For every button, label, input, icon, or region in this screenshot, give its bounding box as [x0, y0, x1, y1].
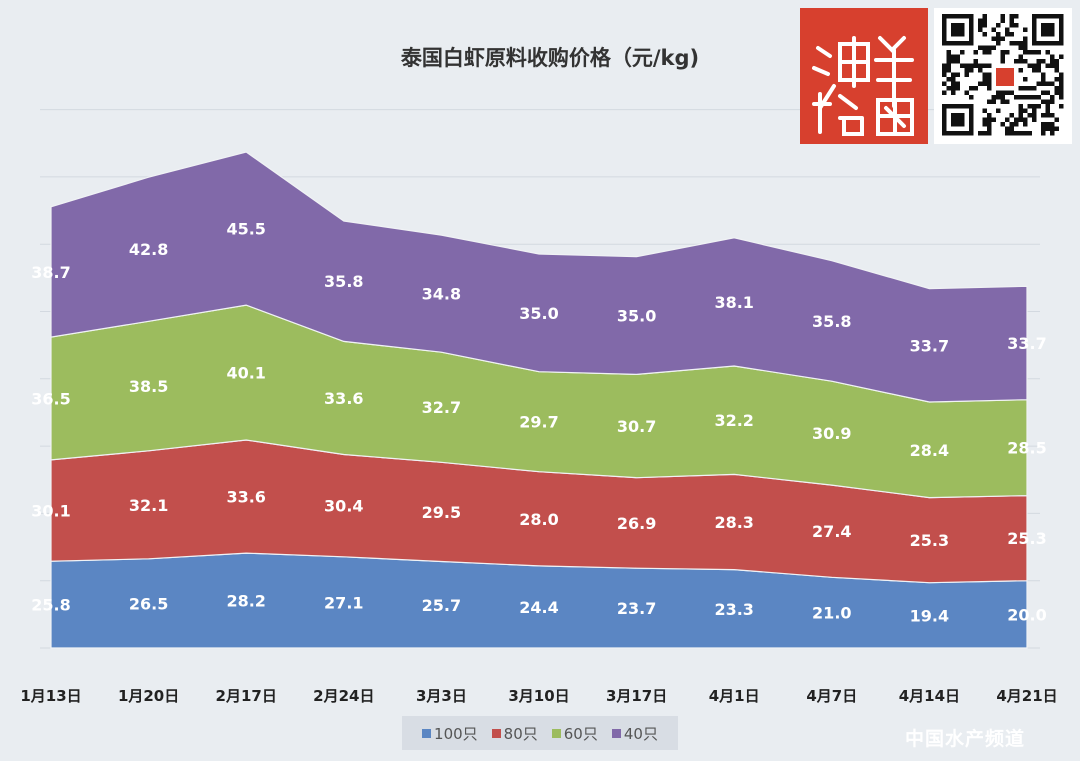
data-label: 30.9 — [812, 424, 851, 443]
data-label: 19.4 — [910, 606, 949, 625]
x-tick-label: 1月13日 — [20, 687, 81, 705]
legend-item-100: 100只 — [422, 723, 478, 744]
data-label: 30.7 — [617, 417, 656, 436]
data-label: 32.2 — [714, 411, 753, 430]
legend-item-80: 80只 — [491, 723, 538, 744]
data-label: 28.5 — [1007, 439, 1046, 458]
legend-label-80: 80只 — [503, 724, 538, 743]
data-label: 28.0 — [519, 510, 558, 529]
data-label: 30.4 — [324, 497, 363, 516]
logo-text: 海鲜指南 — [862, 138, 866, 141]
data-label: 29.7 — [519, 413, 558, 432]
data-label: 23.3 — [714, 600, 753, 619]
data-label: 33.6 — [226, 488, 265, 507]
data-label: 32.1 — [129, 496, 168, 515]
data-label: 21.0 — [812, 604, 851, 623]
chart-legend: 100只 80只 60只 40只 — [402, 716, 678, 750]
data-label: 36.5 — [31, 389, 70, 408]
data-label: 27.4 — [812, 522, 851, 541]
x-tick-label: 3月3日 — [416, 687, 467, 705]
data-label: 42.8 — [129, 240, 168, 259]
data-label: 38.5 — [129, 377, 168, 396]
x-tick-label: 3月10日 — [508, 687, 569, 705]
x-tick-label: 1月20日 — [118, 687, 179, 705]
data-label: 25.7 — [422, 596, 461, 615]
data-label: 26.5 — [129, 594, 168, 613]
data-label: 23.7 — [617, 599, 656, 618]
data-label: 40.1 — [226, 364, 265, 383]
data-label: 28.4 — [910, 441, 949, 460]
data-label: 28.2 — [226, 592, 265, 611]
data-label: 45.5 — [226, 220, 265, 239]
data-label: 25.3 — [1007, 529, 1046, 548]
x-tick-label: 4月21日 — [996, 687, 1057, 705]
legend-item-40: 40只 — [611, 723, 658, 744]
chart-title: 泰国白虾原料收购价格（元/kg) — [400, 46, 700, 70]
data-label: 35.8 — [812, 312, 851, 331]
logo-graphic: 海鲜指南 — [812, 36, 914, 141]
data-label: 20.0 — [1007, 605, 1046, 624]
legend-label-40: 40只 — [623, 724, 658, 743]
x-tick-label: 4月14日 — [899, 687, 960, 705]
x-tick-label: 3月17日 — [606, 687, 667, 705]
x-tick-label: 2月24日 — [313, 687, 374, 705]
qr-code-graphic — [942, 14, 1064, 136]
data-label: 35.8 — [324, 272, 363, 291]
x-tick-label: 4月1日 — [709, 687, 760, 705]
legend-label-100: 100只 — [434, 724, 478, 743]
legend-item-60: 60只 — [551, 723, 598, 744]
watermark: 中国水产频道 — [905, 728, 1026, 750]
legend-swatch-60 — [551, 728, 561, 738]
legend-swatch-40 — [611, 728, 621, 738]
legend-swatch-100 — [422, 728, 432, 738]
data-label: 38.1 — [714, 293, 753, 312]
data-label: 35.0 — [617, 307, 656, 326]
data-label: 25.3 — [910, 531, 949, 550]
data-label: 35.0 — [519, 304, 558, 323]
data-label: 24.4 — [519, 598, 558, 617]
brand-logo: 海鲜指南 — [800, 8, 928, 144]
x-tick-label: 4月7日 — [806, 687, 857, 705]
data-label: 38.7 — [31, 263, 70, 282]
data-label: 34.8 — [422, 285, 461, 304]
data-label: 33.7 — [1007, 334, 1046, 353]
data-label: 30.1 — [31, 502, 70, 521]
legend-swatch-80 — [491, 728, 501, 738]
data-label: 33.7 — [910, 336, 949, 355]
x-tick-label: 2月17日 — [216, 687, 277, 705]
area-series-3 — [50, 151, 1028, 403]
qr-code[interactable] — [934, 8, 1072, 144]
data-label: 25.8 — [31, 596, 70, 615]
data-label: 29.5 — [422, 503, 461, 522]
legend-label-60: 60只 — [563, 724, 598, 743]
data-label: 27.1 — [324, 593, 363, 612]
data-label: 32.7 — [422, 398, 461, 417]
data-label: 26.9 — [617, 514, 656, 533]
data-label: 33.6 — [324, 389, 363, 408]
data-label: 28.3 — [714, 513, 753, 532]
